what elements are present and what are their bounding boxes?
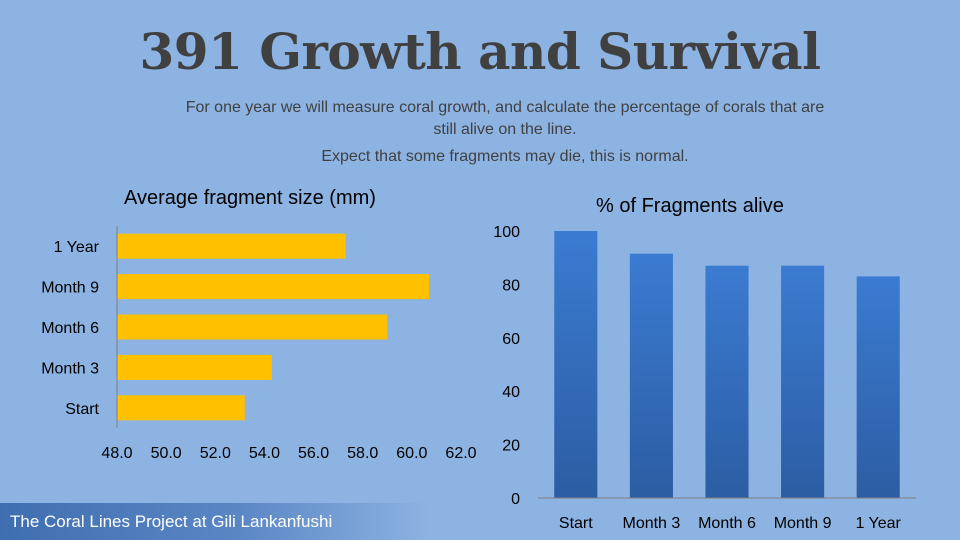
size-x-tick-label: 54.0 xyxy=(249,445,280,462)
alive-bar-start xyxy=(554,231,598,498)
size-category-label: Month 9 xyxy=(41,280,99,297)
size-x-tick-label: 58.0 xyxy=(347,445,378,462)
footer-text: The Coral Lines Project at Gili Lankanfu… xyxy=(10,512,333,531)
size-bar-month-3 xyxy=(117,354,272,380)
alive-category-label: Month 9 xyxy=(774,515,832,532)
alive-category-label: Month 3 xyxy=(622,515,680,532)
size-x-tick-label: 52.0 xyxy=(200,445,231,462)
size-category-label: Month 6 xyxy=(41,320,99,337)
size-x-tick-label: 60.0 xyxy=(396,445,427,462)
size-bar-month-6 xyxy=(117,314,388,340)
alive-category-label: Start xyxy=(559,515,593,532)
alive-y-tick-label: 20 xyxy=(502,438,520,455)
alive-bar-month-6 xyxy=(705,265,749,498)
size-category-label: Start xyxy=(65,401,99,418)
size-x-tick-label: 56.0 xyxy=(298,445,329,462)
subtitle-line-3: Expect that some fragments may die, this… xyxy=(321,148,689,165)
alive-bar-month-3 xyxy=(629,253,673,498)
subtitle-line-1: For one year we will measure coral growt… xyxy=(185,99,825,116)
bar-chart-title: Average fragment size (mm) xyxy=(124,187,376,209)
slide-title: 391 Growth and Survival xyxy=(139,22,821,81)
size-x-tick-label: 62.0 xyxy=(445,445,476,462)
size-bar-start xyxy=(117,395,245,421)
size-category-label: Month 3 xyxy=(41,360,99,377)
footer-banner: The Coral Lines Project at Gili Lankanfu… xyxy=(0,503,430,540)
alive-y-tick-label: 100 xyxy=(493,224,520,241)
size-bar-1-year xyxy=(117,233,346,259)
alive-category-label: 1 Year xyxy=(856,515,902,532)
size-bar-month-9 xyxy=(117,274,430,300)
slide-subtitle: For one year we will measure coral growt… xyxy=(150,97,860,141)
alive-category-label: Month 6 xyxy=(698,515,756,532)
subtitle-line-2: still alive on the line. xyxy=(433,121,577,138)
size-category-label: 1 Year xyxy=(54,239,100,256)
alive-y-tick-label: 0 xyxy=(511,491,520,508)
column-chart-title: % of Fragments alive xyxy=(596,195,784,217)
alive-y-tick-label: 80 xyxy=(502,277,520,294)
alive-y-tick-label: 40 xyxy=(502,384,520,401)
size-x-tick-label: 50.0 xyxy=(151,445,182,462)
size-x-tick-label: 48.0 xyxy=(101,445,132,462)
alive-y-tick-label: 60 xyxy=(502,331,520,348)
alive-bar-1-year xyxy=(856,276,900,498)
alive-bar-month-9 xyxy=(781,265,825,498)
